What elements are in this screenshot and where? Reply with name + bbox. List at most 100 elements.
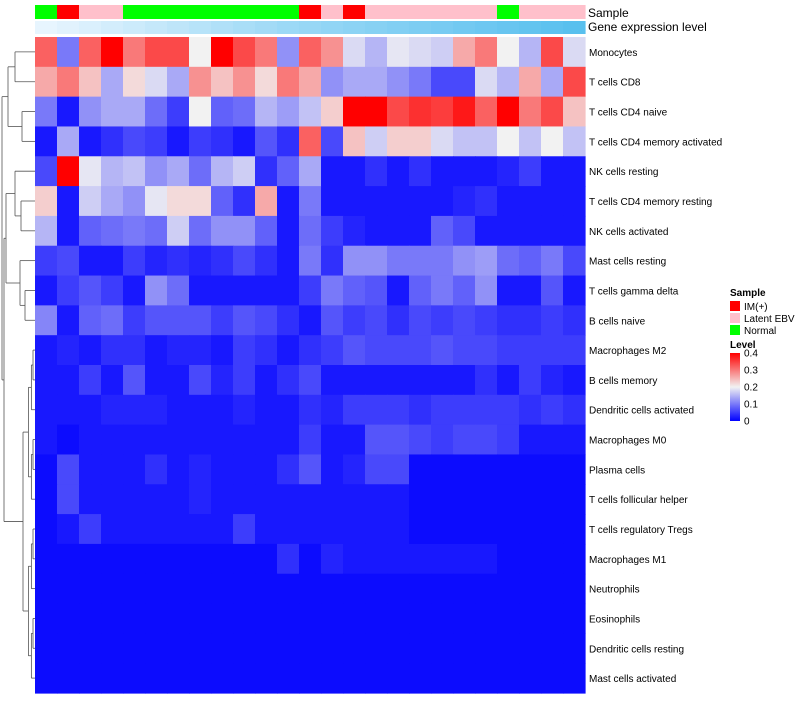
heatmap-cell — [277, 156, 300, 187]
heatmap-cell — [79, 215, 102, 247]
sample-cell — [497, 5, 520, 19]
heatmap-cell — [123, 484, 146, 515]
heatmap-cell — [145, 573, 168, 605]
heatmap-cell — [35, 663, 58, 694]
heatmap-cell — [123, 424, 146, 456]
heatmap-cell — [101, 484, 124, 515]
heatmap-cell — [387, 186, 410, 217]
sample-annotation-label: Sample — [588, 6, 629, 20]
expression-cell — [57, 21, 80, 34]
heatmap-cell — [343, 543, 366, 575]
heatmap-cell — [167, 514, 190, 545]
heatmap-cell — [497, 66, 520, 98]
heatmap-cell — [299, 573, 322, 605]
heatmap-cell — [57, 514, 80, 545]
heatmap-cell — [321, 454, 344, 485]
heatmap-cell — [79, 603, 102, 634]
heatmap-cell — [431, 186, 454, 217]
heatmap-cell — [431, 305, 454, 336]
heatmap-cell — [453, 186, 476, 217]
heatmap-cell — [519, 424, 542, 456]
heatmap-cell — [233, 37, 256, 68]
sample-cell — [453, 5, 476, 19]
heatmap-cell — [321, 394, 344, 426]
heatmap-cell — [365, 215, 388, 247]
row-label: Macrophages M2 — [589, 346, 667, 357]
heatmap-cell — [167, 126, 190, 157]
heatmap-cell — [79, 454, 102, 485]
heatmap-cell — [189, 365, 212, 396]
heatmap-cell — [277, 215, 300, 247]
heatmap-cell — [189, 633, 212, 664]
heatmap-cell — [299, 484, 322, 515]
heatmap-cell — [541, 603, 564, 634]
expression-cell — [343, 21, 366, 34]
heatmap-cell — [123, 633, 146, 664]
level-legend-label: 0.2 — [744, 383, 758, 394]
heatmap-cell — [431, 573, 454, 605]
heatmap-cell — [35, 573, 58, 605]
heatmap-cell — [79, 156, 102, 187]
heatmap-cell — [57, 484, 80, 515]
level-legend-label: 0.1 — [744, 400, 758, 411]
heatmap-cell — [145, 305, 168, 336]
expression-cell — [387, 21, 410, 34]
heatmap-cell — [299, 96, 322, 128]
heatmap-cell — [343, 394, 366, 426]
heatmap-cell — [321, 484, 344, 515]
heatmap-cell — [277, 394, 300, 426]
heatmap-cell — [497, 484, 520, 515]
heatmap-cell — [211, 126, 234, 157]
heatmap-cell — [167, 66, 190, 98]
expression-cell — [541, 21, 564, 34]
heatmap-cell — [365, 37, 388, 68]
sample-legend-swatch — [730, 301, 740, 311]
sample-cell — [563, 5, 586, 19]
sample-cell — [541, 5, 564, 19]
heatmap-cell — [211, 335, 234, 366]
heatmap-cell — [189, 454, 212, 485]
heatmap-cell — [255, 156, 278, 187]
heatmap-cell — [35, 66, 58, 98]
heatmap-cell — [475, 543, 498, 575]
heatmap-cell — [233, 663, 256, 694]
heatmap-cell — [497, 394, 520, 426]
heatmap-cell — [299, 454, 322, 485]
heatmap-cell — [145, 454, 168, 485]
heatmap-cell — [145, 603, 168, 634]
heatmap-cell — [101, 215, 124, 247]
expression-annotation-bar — [35, 21, 586, 34]
heatmap-cell — [475, 454, 498, 485]
heatmap-cell — [101, 275, 124, 306]
heatmap-cell — [453, 66, 476, 98]
sample-cell — [519, 5, 542, 19]
heatmap-cell — [299, 514, 322, 545]
heatmap-cell — [35, 484, 58, 515]
heatmap-cell — [541, 245, 564, 277]
heatmap-cell — [321, 514, 344, 545]
heatmap-cell — [211, 573, 234, 605]
heatmap-cell — [101, 156, 124, 187]
heatmap-cell — [321, 573, 344, 605]
heatmap-cell — [123, 66, 146, 98]
heatmap-cell — [211, 245, 234, 277]
heatmap-cell — [189, 305, 212, 336]
heatmap-cell — [255, 394, 278, 426]
heatmap-cell — [387, 514, 410, 545]
heatmap-cell — [79, 66, 102, 98]
expression-cell — [189, 21, 212, 34]
heatmap-cell — [387, 37, 410, 68]
heatmap-cell — [189, 603, 212, 634]
heatmap-cell — [123, 543, 146, 575]
heatmap-cell — [343, 66, 366, 98]
heatmap-cell — [497, 186, 520, 217]
heatmap-cell — [255, 633, 278, 664]
heatmap-cell — [189, 573, 212, 605]
heatmap-cell — [563, 514, 586, 545]
heatmap-cell — [233, 66, 256, 98]
heatmap-cell — [167, 156, 190, 187]
heatmap-cell — [211, 633, 234, 664]
heatmap-cell — [233, 394, 256, 426]
sample-cell — [145, 5, 168, 19]
heatmap-cell — [563, 543, 586, 575]
